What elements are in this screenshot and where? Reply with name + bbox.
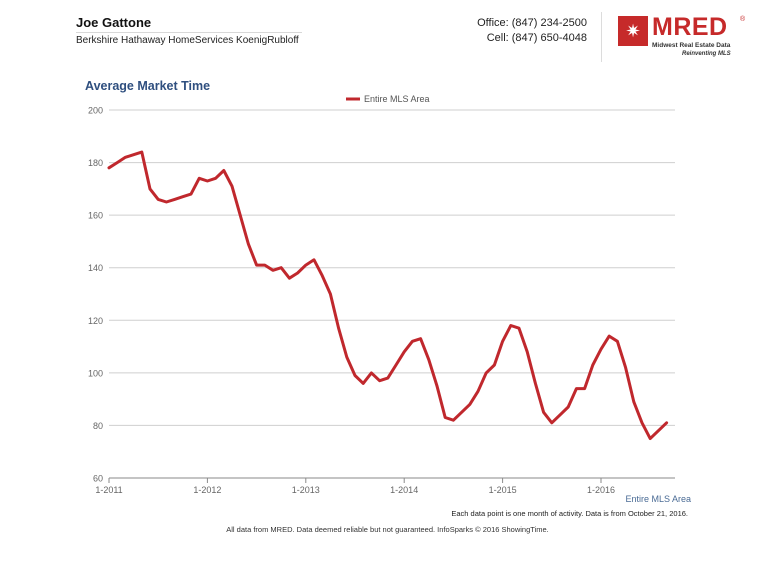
x-tick-label: 1-2014: [390, 485, 418, 495]
data-points: [108, 151, 668, 440]
y-tick-label: 120: [88, 316, 103, 326]
chart-note: Each data point is one month of activity…: [451, 509, 688, 518]
logo-text: MRED: [652, 13, 728, 41]
contact-phones: Office: (847) 234-2500 Cell: (847) 650-4…: [477, 16, 587, 46]
chart-grid: [109, 109, 675, 479]
office-phone[interactable]: Office: (847) 234-2500: [477, 17, 587, 29]
x-tick-label: 1-2016: [587, 485, 615, 495]
y-axis-ticks: 60 80 100 120 140 160 180 200: [88, 106, 103, 484]
logo-tagline: Midwest Real Estate Data: [652, 42, 731, 49]
logo-registered-mark: ®: [740, 16, 746, 23]
cell-phone[interactable]: Cell: (847) 650-4048: [486, 32, 587, 44]
logo-box: [618, 16, 648, 46]
y-tick-label: 80: [93, 421, 103, 431]
x-tick-label: 1-2012: [193, 485, 221, 495]
y-tick-label: 180: [88, 158, 103, 168]
chart-legend: Entire MLS Area: [346, 94, 430, 104]
logo-divider: [601, 12, 602, 62]
y-tick-label: 60: [93, 474, 103, 484]
x-axis-label: Entire MLS Area: [625, 494, 691, 504]
x-tick-label: 1-2015: [489, 485, 517, 495]
header-divider: [76, 32, 302, 33]
x-tick-label: 1-2011: [95, 485, 122, 495]
y-tick-label: 140: [88, 263, 103, 273]
y-tick-label: 200: [88, 106, 103, 116]
agent-name: Joe Gattone: [76, 15, 152, 30]
y-tick-label: 160: [88, 211, 103, 221]
agent-company: Berkshire Hathaway HomeServices KoenigRu…: [76, 35, 299, 46]
logo-slogan: Reinventing MLS: [682, 51, 731, 57]
star-burst-icon: ✷: [625, 21, 641, 41]
y-tick-label: 100: [88, 368, 103, 378]
chart-title: Average Market Time: [85, 79, 211, 93]
series-line-entire-mls-area: [107, 150, 669, 441]
legend-label[interactable]: Entire MLS Area: [364, 94, 430, 104]
footer-disclaimer: All data from MRED. Data deemed reliable…: [226, 525, 549, 534]
x-tick-label: 1-2013: [292, 485, 320, 495]
mred-logo: ✷ MRED ® Midwest Real Estate Data Reinve…: [618, 13, 748, 62]
x-axis-ticks: 1-2011 1-2012 1-2013 1-2014 1-2015 1-2016: [95, 478, 615, 495]
